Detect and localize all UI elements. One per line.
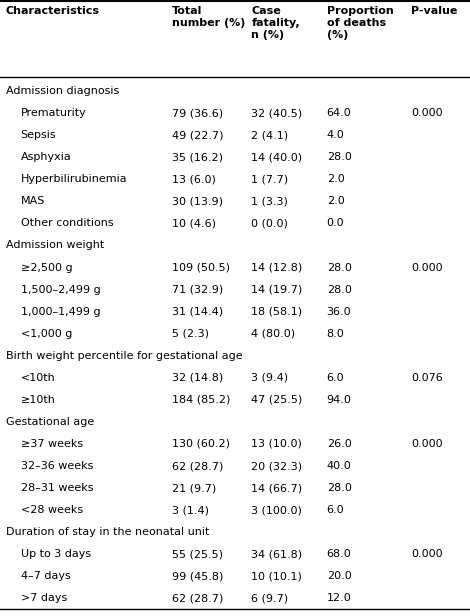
Text: 10 (4.6): 10 (4.6) bbox=[172, 219, 216, 229]
Text: 0.0: 0.0 bbox=[327, 219, 344, 229]
Text: Admission weight: Admission weight bbox=[6, 240, 104, 251]
Text: 14 (19.7): 14 (19.7) bbox=[251, 285, 303, 294]
Text: 14 (40.0): 14 (40.0) bbox=[251, 152, 303, 162]
Text: 14 (66.7): 14 (66.7) bbox=[251, 483, 303, 493]
Text: 47 (25.5): 47 (25.5) bbox=[251, 395, 303, 405]
Text: 28.0: 28.0 bbox=[327, 483, 352, 493]
Text: Up to 3 days: Up to 3 days bbox=[21, 549, 91, 559]
Text: 13 (10.0): 13 (10.0) bbox=[251, 439, 302, 449]
Text: 109 (50.5): 109 (50.5) bbox=[172, 262, 229, 272]
Text: 6.0: 6.0 bbox=[327, 505, 344, 515]
Text: Total
number (%): Total number (%) bbox=[172, 6, 245, 28]
Text: 3 (100.0): 3 (100.0) bbox=[251, 505, 302, 515]
Text: 18 (58.1): 18 (58.1) bbox=[251, 307, 303, 317]
Text: 3 (9.4): 3 (9.4) bbox=[251, 373, 289, 383]
Text: 94.0: 94.0 bbox=[327, 395, 352, 405]
Text: <10th: <10th bbox=[21, 373, 55, 383]
Text: 20.0: 20.0 bbox=[327, 571, 352, 582]
Text: 2.0: 2.0 bbox=[327, 174, 345, 184]
Text: 62 (28.7): 62 (28.7) bbox=[172, 461, 223, 471]
Text: ≥37 weeks: ≥37 weeks bbox=[21, 439, 83, 449]
Text: Proportion
of deaths
(%): Proportion of deaths (%) bbox=[327, 6, 393, 40]
Text: <28 weeks: <28 weeks bbox=[21, 505, 83, 515]
Text: 0.000: 0.000 bbox=[411, 108, 443, 118]
Text: 32 (40.5): 32 (40.5) bbox=[251, 108, 303, 118]
Text: 99 (45.8): 99 (45.8) bbox=[172, 571, 223, 582]
Text: 26.0: 26.0 bbox=[327, 439, 352, 449]
Text: Duration of stay in the neonatal unit: Duration of stay in the neonatal unit bbox=[6, 527, 209, 537]
Text: 55 (25.5): 55 (25.5) bbox=[172, 549, 223, 559]
Text: Admission diagnosis: Admission diagnosis bbox=[6, 86, 119, 96]
Text: Gestational age: Gestational age bbox=[6, 417, 94, 427]
Text: 71 (32.9): 71 (32.9) bbox=[172, 285, 223, 294]
Text: 1,500–2,499 g: 1,500–2,499 g bbox=[21, 285, 101, 294]
Text: 130 (60.2): 130 (60.2) bbox=[172, 439, 229, 449]
Text: 1 (3.3): 1 (3.3) bbox=[251, 197, 288, 206]
Text: 28.0: 28.0 bbox=[327, 285, 352, 294]
Text: 0.000: 0.000 bbox=[411, 262, 443, 272]
Text: 8.0: 8.0 bbox=[327, 329, 345, 339]
Text: 49 (22.7): 49 (22.7) bbox=[172, 130, 223, 140]
Text: 0 (0.0): 0 (0.0) bbox=[251, 219, 288, 229]
Text: 4.0: 4.0 bbox=[327, 130, 345, 140]
Text: 1,000–1,499 g: 1,000–1,499 g bbox=[21, 307, 100, 317]
Text: 28–31 weeks: 28–31 weeks bbox=[21, 483, 93, 493]
Text: 28.0: 28.0 bbox=[327, 262, 352, 272]
Text: 35 (16.2): 35 (16.2) bbox=[172, 152, 223, 162]
Text: 36.0: 36.0 bbox=[327, 307, 351, 317]
Text: MAS: MAS bbox=[21, 197, 45, 206]
Text: 20 (32.3): 20 (32.3) bbox=[251, 461, 303, 471]
Text: 4 (80.0): 4 (80.0) bbox=[251, 329, 296, 339]
Text: 184 (85.2): 184 (85.2) bbox=[172, 395, 230, 405]
Text: Prematurity: Prematurity bbox=[21, 108, 86, 118]
Text: 32 (14.8): 32 (14.8) bbox=[172, 373, 223, 383]
Text: Asphyxia: Asphyxia bbox=[21, 152, 71, 162]
Text: Birth weight percentile for gestational age: Birth weight percentile for gestational … bbox=[6, 351, 242, 361]
Text: 1 (7.7): 1 (7.7) bbox=[251, 174, 289, 184]
Text: 3 (1.4): 3 (1.4) bbox=[172, 505, 209, 515]
Text: P-value: P-value bbox=[411, 6, 458, 16]
Text: ≥2,500 g: ≥2,500 g bbox=[21, 262, 72, 272]
Text: 40.0: 40.0 bbox=[327, 461, 352, 471]
Text: 2.0: 2.0 bbox=[327, 197, 345, 206]
Text: ≥10th: ≥10th bbox=[21, 395, 55, 405]
Text: 6 (9.7): 6 (9.7) bbox=[251, 593, 289, 603]
Text: 30 (13.9): 30 (13.9) bbox=[172, 197, 223, 206]
Text: Case
fatality,
n (%): Case fatality, n (%) bbox=[251, 6, 300, 40]
Text: >7 days: >7 days bbox=[21, 593, 67, 603]
Text: 6.0: 6.0 bbox=[327, 373, 344, 383]
Text: 31 (14.4): 31 (14.4) bbox=[172, 307, 223, 317]
Text: 14 (12.8): 14 (12.8) bbox=[251, 262, 303, 272]
Text: 64.0: 64.0 bbox=[327, 108, 352, 118]
Text: Hyperbilirubinemia: Hyperbilirubinemia bbox=[21, 174, 127, 184]
Text: 0.000: 0.000 bbox=[411, 439, 443, 449]
Text: 12.0: 12.0 bbox=[327, 593, 352, 603]
Text: 0.000: 0.000 bbox=[411, 549, 443, 559]
Text: Sepsis: Sepsis bbox=[21, 130, 56, 140]
Text: 32–36 weeks: 32–36 weeks bbox=[21, 461, 93, 471]
Text: <1,000 g: <1,000 g bbox=[21, 329, 72, 339]
Text: 79 (36.6): 79 (36.6) bbox=[172, 108, 223, 118]
Text: 21 (9.7): 21 (9.7) bbox=[172, 483, 216, 493]
Text: Other conditions: Other conditions bbox=[21, 219, 113, 229]
Text: 13 (6.0): 13 (6.0) bbox=[172, 174, 215, 184]
Text: 62 (28.7): 62 (28.7) bbox=[172, 593, 223, 603]
Text: 0.076: 0.076 bbox=[411, 373, 443, 383]
Text: 10 (10.1): 10 (10.1) bbox=[251, 571, 302, 582]
Text: 28.0: 28.0 bbox=[327, 152, 352, 162]
Text: 2 (4.1): 2 (4.1) bbox=[251, 130, 289, 140]
Text: 68.0: 68.0 bbox=[327, 549, 352, 559]
Text: 34 (61.8): 34 (61.8) bbox=[251, 549, 303, 559]
Text: Characteristics: Characteristics bbox=[6, 6, 100, 16]
Text: 5 (2.3): 5 (2.3) bbox=[172, 329, 209, 339]
Text: 4–7 days: 4–7 days bbox=[21, 571, 70, 582]
